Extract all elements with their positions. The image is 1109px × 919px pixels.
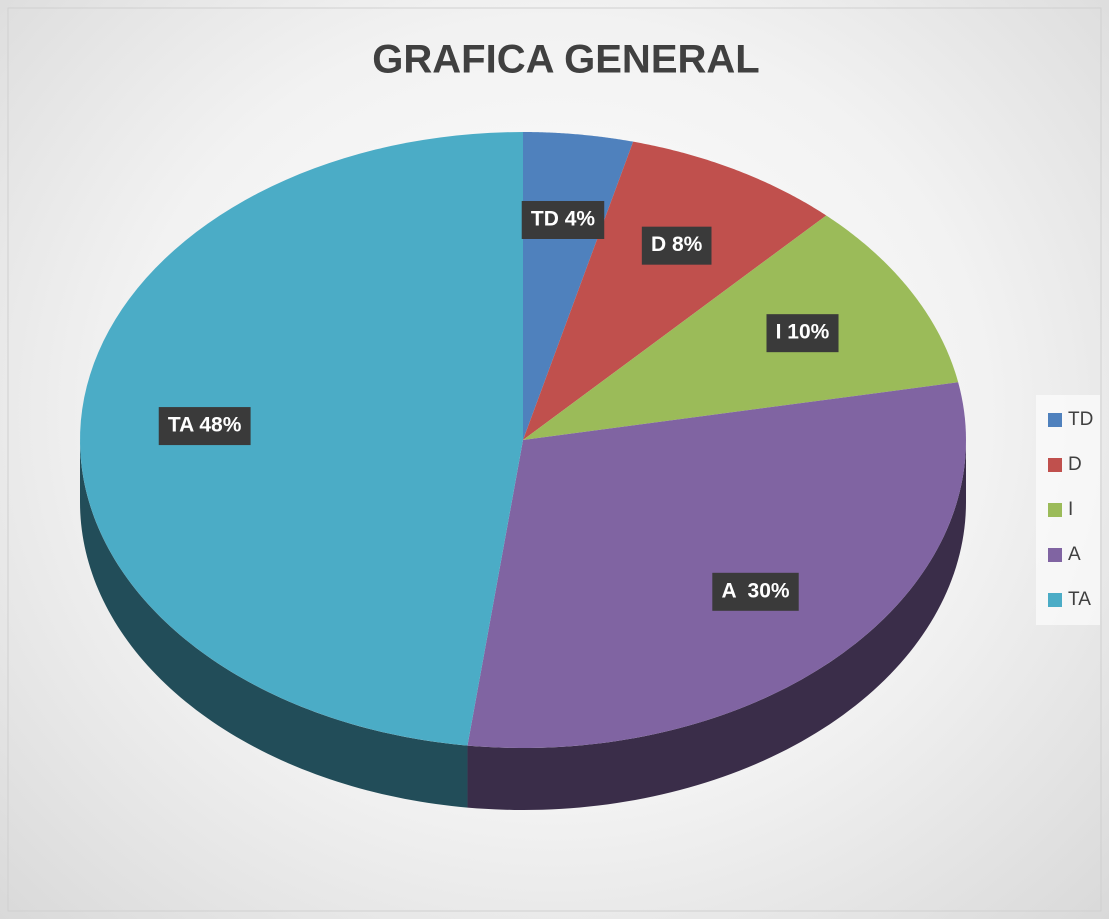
data-label-box xyxy=(712,572,799,611)
data-label: TD 4% xyxy=(521,200,605,239)
legend-label: TA xyxy=(1068,589,1091,610)
data-label: A 30% xyxy=(712,572,799,611)
data-label: TA 48% xyxy=(158,407,251,446)
pie-slice xyxy=(523,215,959,440)
legend-label: TD xyxy=(1068,409,1093,430)
data-label: D 8% xyxy=(641,226,712,265)
slice-side xyxy=(80,440,468,808)
pie-slice xyxy=(80,132,524,746)
chart-border xyxy=(7,7,1102,912)
data-label: I 10% xyxy=(766,314,839,353)
legend-label: D xyxy=(1068,454,1082,475)
pie-slice xyxy=(467,382,966,748)
legend-swatch xyxy=(1048,458,1062,472)
pie-slice xyxy=(523,141,827,440)
data-label-text: TA 48% xyxy=(168,414,242,437)
legend-swatch xyxy=(1048,593,1062,607)
data-label-text: A 30% xyxy=(721,579,789,602)
chart-title: GRAFICA GENERAL xyxy=(372,38,759,82)
legend-box xyxy=(1036,395,1100,625)
data-label-box xyxy=(641,226,712,265)
legend-label: A xyxy=(1068,544,1081,565)
legend-swatch xyxy=(1048,413,1062,427)
data-label-box xyxy=(158,407,251,446)
legend-swatch xyxy=(1048,503,1062,517)
data-label-text: I 10% xyxy=(776,321,830,344)
slice-side xyxy=(467,440,966,810)
data-label-box xyxy=(521,200,605,239)
data-label-box xyxy=(766,314,839,353)
legend-swatch xyxy=(1048,548,1062,562)
data-label-text: TD 4% xyxy=(531,208,596,231)
data-label-text: D 8% xyxy=(651,233,703,256)
legend-label: I xyxy=(1068,499,1073,520)
